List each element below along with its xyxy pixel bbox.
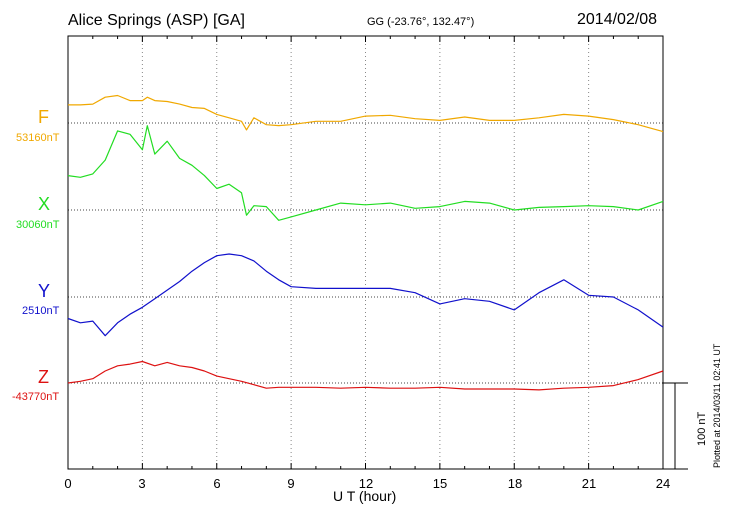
station-coords: GG (-23.76°, 132.47°) [367,16,475,28]
series-lines [67,94,664,391]
component-letter-f: F [38,107,49,127]
grid [68,36,663,469]
x-tick-label-15: 15 [432,476,448,491]
component-baseline-z: -43770nT [12,391,60,403]
series-line-x [67,125,664,221]
x-tick-label-21: 21 [581,476,597,491]
x-axis-label: U T (hour) [333,488,397,504]
x-tick-label-18: 18 [507,476,523,491]
axis-ticks [67,36,664,469]
x-tick-label-6: 6 [213,476,221,491]
x-tick-label-3: 3 [138,476,146,491]
plotted-timestamp: Plotted at 2014/03/11 02:41 UT [712,343,722,468]
x-tick-label-24: 24 [655,476,671,491]
x-tick-label-12: 12 [358,476,374,491]
component-letter-x: X [38,194,51,214]
component-baseline-x: 30060nT [16,219,60,231]
component-letter-z: Z [38,367,49,387]
station-title: Alice Springs (ASP) [GA] [68,12,245,29]
series-line-z [67,360,664,391]
scale-bar [662,382,688,470]
component-baseline-f: 53160nT [16,132,60,144]
plot-date: 2014/02/08 [577,11,658,28]
series-line-y [67,253,664,337]
scale-bar-label: 100 nT [696,411,708,446]
component-letter-y: Y [38,281,51,301]
x-tick-label-9: 9 [287,476,295,491]
component-baseline-y: 2510nT [22,305,60,317]
x-tick-label-0: 0 [64,476,72,491]
series-line-f [68,94,664,133]
